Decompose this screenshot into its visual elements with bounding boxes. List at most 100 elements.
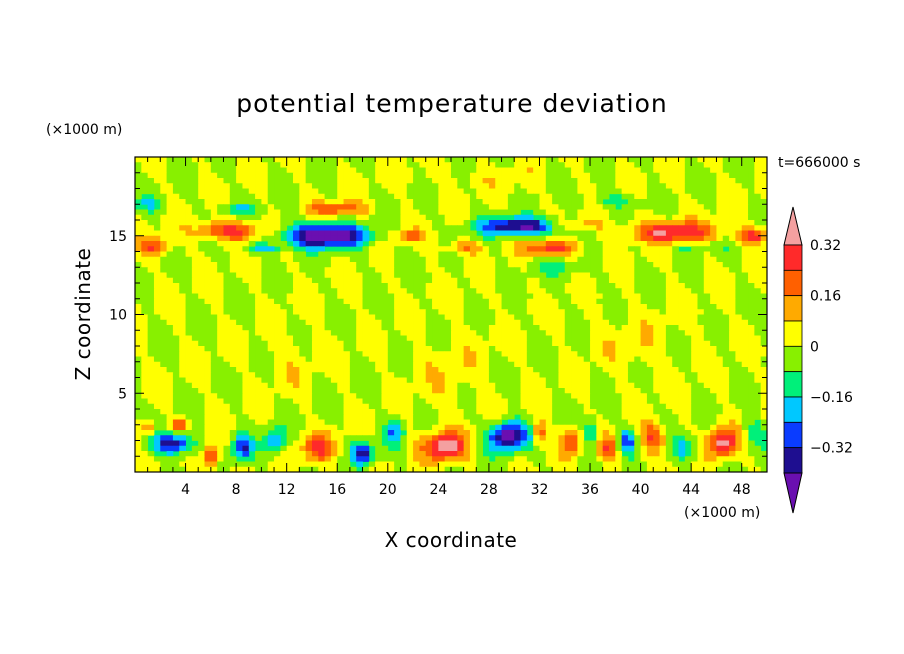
field-cell [482, 377, 490, 384]
field-cell [413, 319, 420, 326]
field-cell [729, 409, 736, 415]
field-cell [697, 178, 705, 184]
field-cell [583, 162, 591, 168]
field-cell [172, 272, 180, 279]
field-cell [318, 193, 325, 200]
field-cell [444, 409, 452, 415]
field-cell [590, 298, 597, 305]
field-cell [381, 309, 389, 315]
field-cell [577, 230, 585, 237]
field-cell [463, 162, 471, 168]
field-cell [482, 304, 490, 310]
field-cell [324, 367, 332, 373]
field-cell [236, 246, 243, 252]
field-cell [191, 283, 199, 289]
field-cell [495, 330, 502, 336]
field-cell [267, 298, 275, 305]
field-cell [684, 251, 692, 258]
field-cell [210, 335, 218, 342]
field-cell [609, 267, 616, 273]
field-cell [678, 293, 686, 300]
field-cell [166, 256, 174, 263]
field-cell [141, 251, 149, 258]
field-cell [381, 251, 389, 258]
field-cell [261, 199, 269, 205]
field-cell [526, 262, 534, 268]
field-cell [653, 409, 660, 415]
field-cell [710, 340, 717, 347]
field-cell [236, 172, 243, 179]
field-cell [678, 298, 686, 305]
field-cell [520, 335, 528, 342]
field-cell [729, 246, 736, 252]
field-cell [602, 256, 610, 263]
field-cell [217, 304, 224, 310]
field-cell [198, 367, 205, 373]
field-cell [653, 256, 660, 263]
field-cell [558, 361, 566, 368]
field-cell [463, 388, 471, 394]
field-cell [179, 382, 186, 389]
field-cell [640, 272, 648, 279]
field-cell [261, 193, 269, 200]
field-cell [672, 335, 679, 342]
field-cell [141, 367, 149, 373]
field-cell [577, 409, 585, 415]
field-cell [210, 220, 218, 226]
field-cell [602, 235, 610, 242]
field-cell [526, 304, 534, 310]
field-cell [469, 309, 477, 315]
field-cell [141, 225, 149, 231]
field-cell [558, 330, 566, 336]
field-cell [539, 325, 547, 331]
field-cell [286, 356, 294, 363]
field-cell [703, 361, 711, 368]
field-cell [349, 361, 357, 368]
field-cell [653, 241, 660, 247]
field-cell [236, 367, 243, 373]
field-cell [640, 335, 648, 342]
field-cell [305, 277, 313, 284]
field-cell [394, 162, 401, 168]
field-cell [495, 382, 502, 389]
field-cell [147, 382, 155, 389]
field-cell [147, 251, 155, 258]
field-cell [135, 419, 142, 426]
field-cell [413, 398, 420, 405]
field-cell [754, 283, 762, 289]
field-cell [413, 246, 420, 252]
field-cell [242, 398, 250, 405]
field-cell [691, 277, 698, 284]
field-cell [469, 246, 477, 252]
field-cell [400, 204, 408, 210]
field-cell [735, 225, 743, 231]
field-cell [760, 183, 768, 189]
field-cell [299, 351, 307, 357]
field-cell [318, 414, 325, 420]
field-cell [526, 314, 534, 321]
field-cell [665, 361, 673, 368]
field-cell [223, 283, 231, 289]
field-cell [507, 277, 515, 284]
field-cell [185, 288, 193, 294]
field-cell [571, 393, 578, 399]
field-cell [615, 283, 623, 289]
field-cell [274, 188, 281, 195]
field-cell [463, 251, 471, 258]
field-cell [413, 220, 420, 226]
field-cell [735, 335, 743, 342]
field-cell [495, 272, 502, 279]
field-cell [583, 193, 591, 200]
field-cell [583, 235, 591, 242]
field-cell [463, 298, 471, 305]
field-cell [438, 398, 446, 405]
field-cell [741, 251, 749, 258]
field-cell [217, 193, 224, 200]
field-cell [229, 419, 237, 426]
field-cell [526, 393, 534, 399]
field-cell [185, 314, 193, 321]
field-cell [425, 225, 433, 231]
field-cell [558, 288, 566, 294]
field-cell [539, 335, 547, 342]
field-cell [318, 251, 325, 258]
